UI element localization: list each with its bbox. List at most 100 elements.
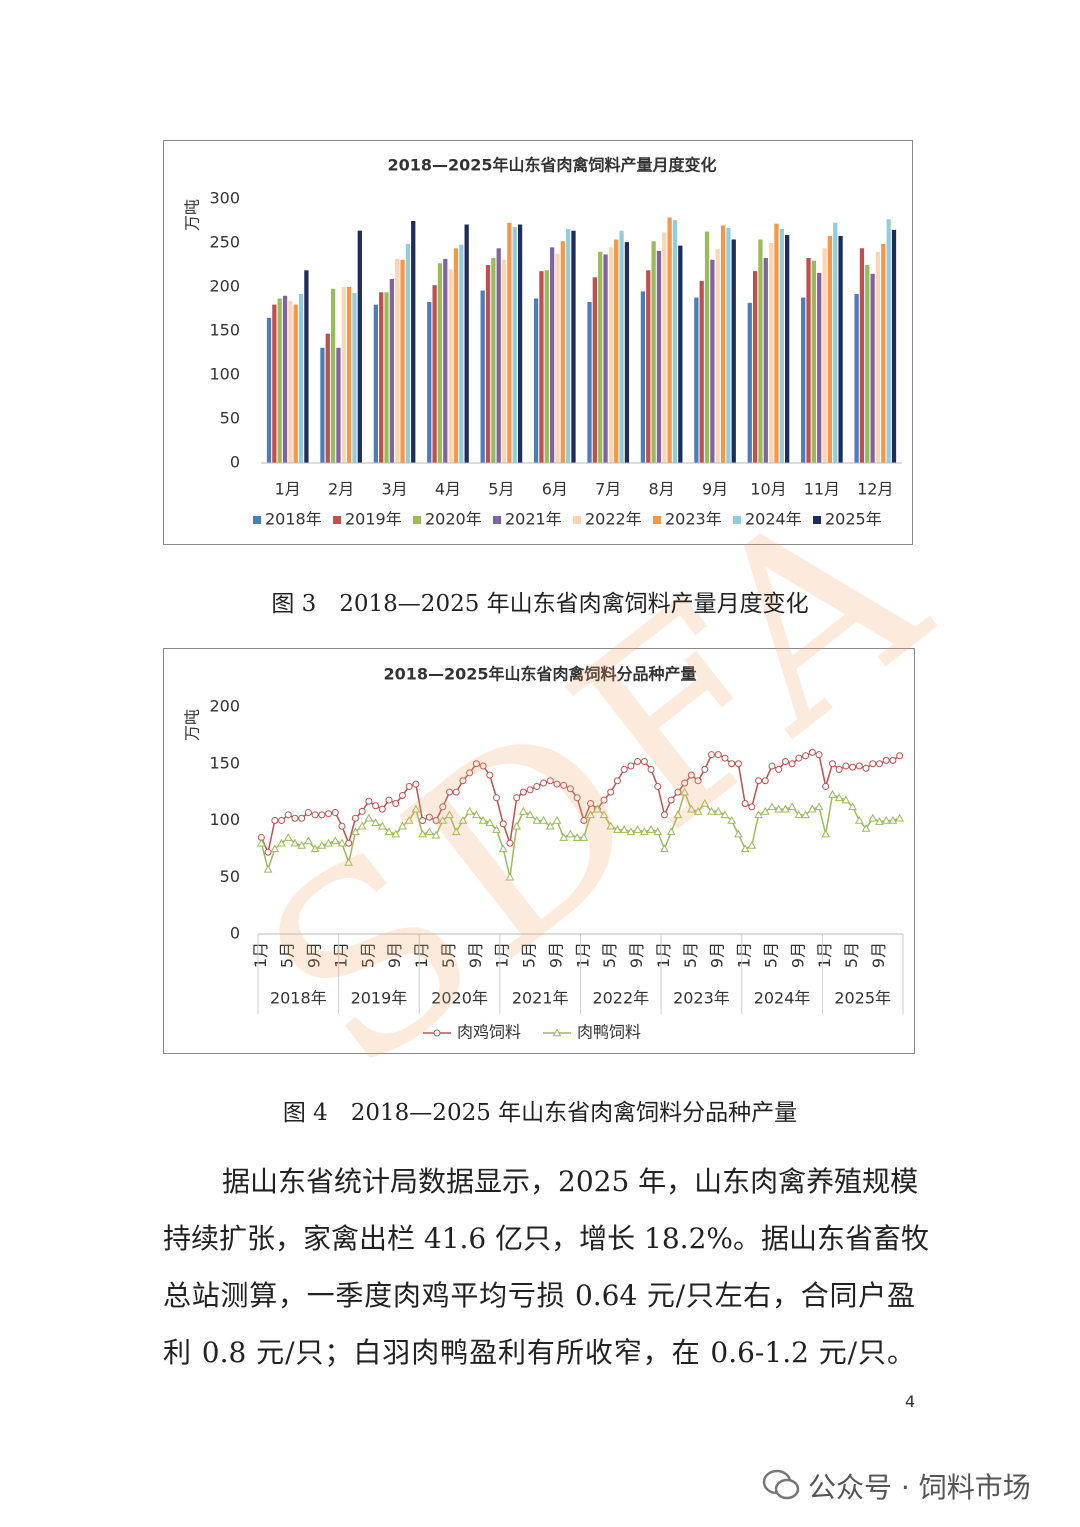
bar [865,265,870,463]
group-label: 2018年 [270,989,327,1008]
point-marker [721,754,729,762]
point-marker [391,829,401,838]
point-marker [828,760,836,768]
legend-label: 2025年 [825,510,882,529]
point-marker [862,764,870,772]
y-tick-label: 150 [209,321,240,340]
bar [768,243,774,463]
bar [432,285,437,463]
legend-swatch [413,516,421,524]
bar [341,287,346,463]
point-marker [666,827,676,836]
legend-marker [433,1029,441,1037]
point-marker [493,794,501,802]
bar [282,295,288,463]
bar [379,292,384,463]
legend-swatch [493,516,501,524]
point-marker [708,751,716,759]
point-marker [613,777,621,785]
x-tick-label: 9月 [702,480,728,499]
point-marker [634,757,642,765]
legend-swatch [333,516,341,524]
legend-label: 2022年 [585,510,642,529]
point-marker [412,780,420,788]
x-tick-label: 5月 [439,942,458,968]
x-tick-label: 7月 [595,480,621,499]
group-label: 2024年 [754,989,811,1008]
point-marker [701,765,709,773]
point-marker [546,777,554,785]
point-marker [398,821,407,830]
bar [347,287,352,463]
point-marker [861,823,871,832]
bar [651,241,656,463]
x-tick-label: 5月 [278,942,297,968]
y-axis-label: 万吨 [183,199,202,231]
point-marker [681,779,689,787]
point-marker [357,821,367,830]
point-marker [674,788,682,796]
bar [277,298,282,463]
x-tick-label: 1月 [251,942,270,968]
point-marker [519,788,527,796]
bar [662,232,667,463]
point-marker [747,840,757,849]
point-marker [781,757,789,765]
bar [886,219,891,463]
y-tick-label: 100 [209,365,240,384]
point-marker [842,762,850,770]
bar [549,247,555,463]
legend-label: 2024年 [745,510,802,529]
legend-swatch [653,516,661,524]
bar [496,248,501,463]
point-marker [351,814,359,822]
y-tick-label: 150 [209,753,240,772]
point-marker [290,838,300,847]
bar [592,277,597,463]
y-tick-label: 200 [209,697,240,716]
x-tick-label: 5月 [681,942,700,968]
point-marker [419,817,427,824]
point-marker [875,817,884,825]
bar [555,253,560,463]
point-marker [263,864,273,873]
bar [656,250,662,463]
point-marker [364,813,374,822]
point-marker [802,752,810,760]
bar [448,269,453,463]
point-marker [680,787,689,796]
bar [731,239,736,463]
point-marker [767,802,777,811]
point-marker [345,839,353,847]
bar [833,222,838,463]
bar [704,231,710,463]
bar [587,301,592,463]
x-tick-label: 1月 [654,942,673,968]
y-tick-label: 0 [230,453,240,472]
point-marker [545,821,555,830]
point-marker [854,815,864,824]
point-marker [599,810,609,819]
point-marker [325,810,333,818]
point-marker [513,794,521,802]
x-tick-label: 9月 [708,942,727,968]
bar [480,290,485,463]
point-marker [559,832,569,841]
paragraph-line: 持续扩张，家禽出栏 41.6 亿只，增长 18.2%。据山东省畜牧 [163,1222,929,1255]
bar [640,291,646,463]
bar [437,263,443,463]
point-marker [385,796,393,804]
x-tick-label: 1月 [412,942,431,968]
bar [405,243,411,463]
point-marker [720,810,730,819]
bar [459,244,464,463]
bar [715,249,720,463]
bar [298,294,304,463]
bar [694,297,699,463]
point-marker [740,844,750,853]
bar [395,258,400,463]
bar [710,259,715,463]
bar [854,294,859,463]
point-marker [372,802,380,810]
point-marker [310,844,320,853]
